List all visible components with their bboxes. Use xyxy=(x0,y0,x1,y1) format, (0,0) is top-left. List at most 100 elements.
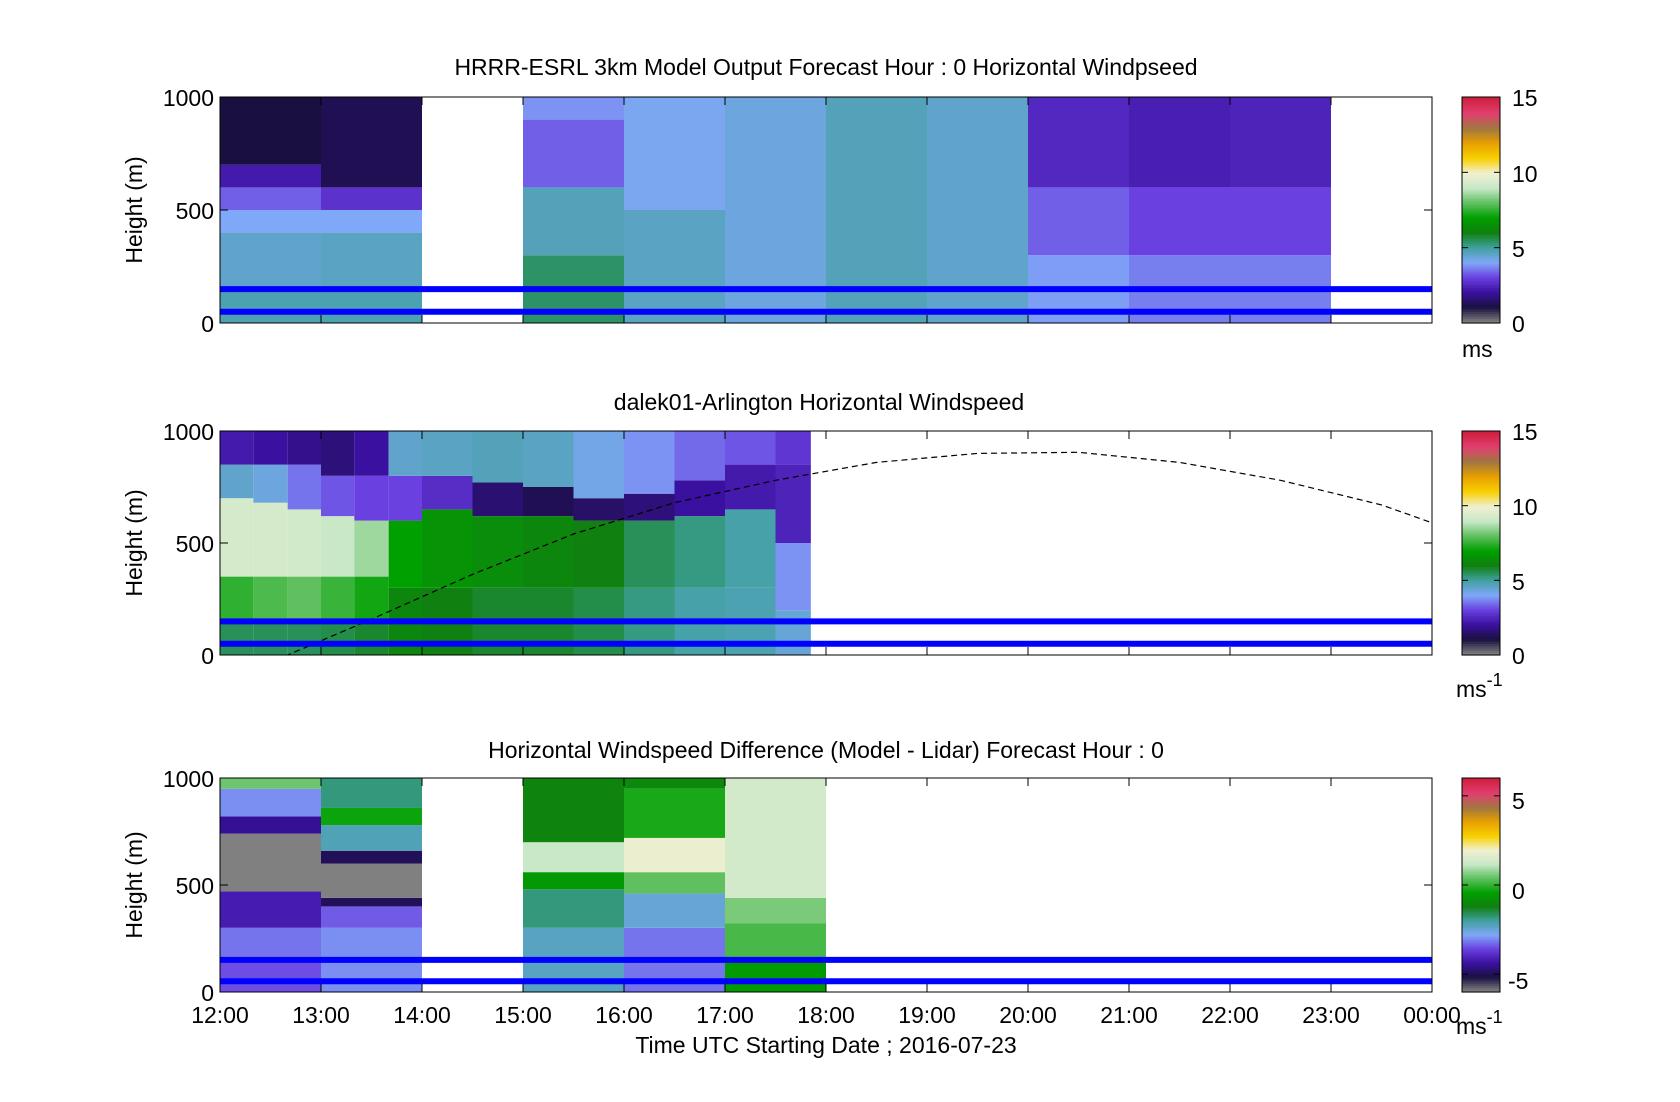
heatmap-cell xyxy=(287,621,321,655)
colorbar-segment xyxy=(1462,132,1500,136)
colorbar-segment xyxy=(1462,606,1500,609)
colorbar-segment xyxy=(1462,636,1500,640)
heatmap-cell xyxy=(725,778,826,898)
colorbar-segment xyxy=(1462,905,1500,908)
colorbar-segment xyxy=(1462,169,1500,173)
colorbar-segment xyxy=(1462,793,1500,797)
colorbar-segment xyxy=(1462,498,1500,502)
heatmap-cell xyxy=(220,187,321,210)
colorbar-segment xyxy=(1462,596,1500,600)
heatmap-cell xyxy=(220,576,254,622)
reference-lines xyxy=(220,286,1432,315)
colorbar-segment xyxy=(1462,179,1500,183)
heatmap-cell xyxy=(624,788,725,838)
colorbar-segment xyxy=(1462,844,1500,848)
colorbar-segment xyxy=(1462,951,1500,955)
colorbar-tick-label: 0 xyxy=(1512,878,1525,904)
colorbar-segment xyxy=(1462,613,1500,616)
colorbar-segment xyxy=(1462,115,1500,119)
colorbar-segment xyxy=(1462,148,1500,152)
colorbar-segment xyxy=(1462,165,1500,169)
colorbar-segment xyxy=(1462,554,1500,558)
colorbar-segment xyxy=(1462,517,1500,521)
colorbar-segment xyxy=(1462,898,1500,902)
heatmap-cell xyxy=(775,610,811,655)
colorbar-segment xyxy=(1462,795,1500,799)
colorbar-segment xyxy=(1462,141,1500,145)
heatmap-cell xyxy=(927,97,1028,323)
heatmap-cell xyxy=(321,475,355,517)
colorbar-segment xyxy=(1462,809,1500,813)
colorbar-segment xyxy=(1462,601,1500,605)
colorbar-segment xyxy=(1462,214,1500,218)
x-tick-label: 18:00 xyxy=(797,1002,855,1028)
colorbar-segment xyxy=(1462,889,1500,893)
colorbar-segment xyxy=(1462,250,1500,253)
heatmap-cells xyxy=(220,778,826,992)
colorbar-segment xyxy=(1462,789,1500,792)
x-tick-label: 16:00 xyxy=(595,1002,653,1028)
colorbar-segment xyxy=(1462,629,1500,633)
colorbar-segment xyxy=(1462,452,1500,455)
colorbar-segment xyxy=(1462,512,1500,516)
heatmap-cell xyxy=(354,621,389,655)
colorbar-segment xyxy=(1462,835,1500,839)
colorbar-segment xyxy=(1462,318,1500,322)
y-axis-label: Height (m) xyxy=(121,489,147,596)
heatmap-cell xyxy=(624,837,725,873)
colorbar-segment xyxy=(1462,820,1500,824)
colorbar-segment xyxy=(1462,963,1500,966)
colorbar-segment xyxy=(1462,573,1500,577)
x-ticks xyxy=(219,96,1433,324)
colorbar-segment xyxy=(1462,813,1500,817)
heatmap-cell xyxy=(287,576,321,622)
heatmap-cell xyxy=(220,464,254,499)
colorbar-segment xyxy=(1462,445,1500,448)
colorbar-segment xyxy=(1462,320,1500,324)
colorbar-segment xyxy=(1462,254,1500,258)
heatmap-cell xyxy=(220,927,321,960)
colorbar-segment xyxy=(1462,864,1500,868)
colorbar-segment xyxy=(1462,940,1500,944)
y-tick-label: 500 xyxy=(176,198,214,224)
colorbar-segment xyxy=(1462,315,1500,319)
colorbar-tick-label: -5 xyxy=(1508,968,1528,994)
colorbar-segment xyxy=(1462,922,1500,926)
colorbar-segment xyxy=(1462,519,1500,523)
colorbar-segment xyxy=(1462,470,1500,474)
heatmap-cell xyxy=(472,516,523,588)
colorbar-unit: ms xyxy=(1462,336,1493,362)
colorbar-segment xyxy=(1462,989,1500,993)
heatmap-cell xyxy=(1129,97,1230,188)
colorbar-segment xyxy=(1462,198,1500,202)
x-tick-labels: 12:00 13:00 14:00 15:00 16:00 17:00 18:0… xyxy=(191,1002,1461,1028)
colorbar-segment xyxy=(1462,503,1500,507)
colorbar-segment xyxy=(1462,454,1500,458)
colorbar-segment xyxy=(1462,257,1500,261)
heatmap-cell xyxy=(220,289,321,323)
heatmap-cell xyxy=(523,187,624,256)
colorbar-segment xyxy=(1462,862,1500,866)
colorbar-segment xyxy=(1462,118,1500,122)
colorbar-segment xyxy=(1462,622,1500,626)
colorbar-segment xyxy=(1462,306,1500,310)
unit-exponent: -1 xyxy=(1487,1007,1503,1027)
colorbar xyxy=(1461,430,1501,656)
heatmap-cell xyxy=(573,520,624,588)
y-tick-label: 1000 xyxy=(163,419,214,445)
colorbar-segment xyxy=(1462,205,1500,209)
heatmap-cell xyxy=(1028,97,1129,188)
colorbar-segment xyxy=(1462,824,1500,828)
colorbar-segment xyxy=(1462,202,1500,206)
colorbar-segment xyxy=(1462,195,1500,199)
colorbar-segment xyxy=(1462,106,1500,110)
y-axis: 0 500 1000 Height (m) xyxy=(121,766,214,1006)
colorbar-segment xyxy=(1462,840,1500,844)
x-tick-label: 15:00 xyxy=(494,1002,552,1028)
colorbar-tick-label: 15 xyxy=(1512,85,1538,111)
colorbar-segment xyxy=(1462,938,1500,942)
heatmap-cell xyxy=(253,502,288,577)
colorbar-segment xyxy=(1462,294,1500,298)
heatmap-cell xyxy=(220,621,254,655)
heatmap-cell xyxy=(725,509,776,588)
